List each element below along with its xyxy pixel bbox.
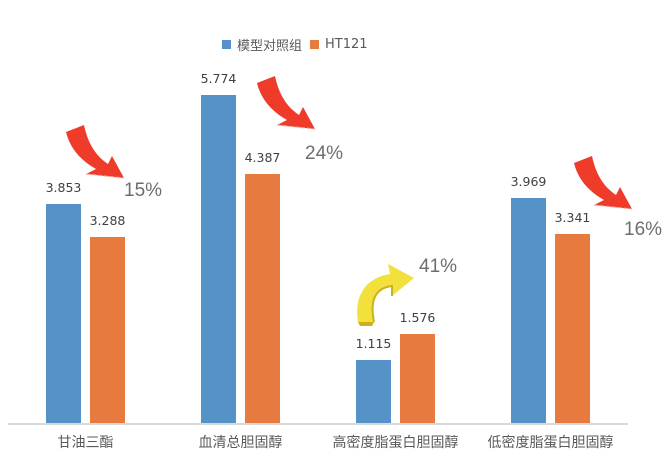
bar-control — [201, 94, 236, 424]
percent-change-label: 41% — [419, 256, 458, 277]
percent-change-label: 16% — [624, 219, 663, 240]
bar-value-label: 4.387 — [244, 149, 281, 165]
bar-control — [511, 197, 546, 424]
x-axis-category-label: 血清总胆固醇 — [198, 435, 283, 451]
legend-swatch-ht121 — [310, 40, 320, 49]
decrease-arrow-icon — [66, 125, 125, 179]
bar-value-label: 3.969 — [510, 173, 547, 189]
bar-value-label: 5.774 — [200, 70, 237, 86]
bar-ht121 — [90, 236, 125, 424]
bar-value-label: 3.288 — [89, 212, 126, 228]
legend-item-control: 模型对照组 — [222, 35, 302, 54]
bar-value-label: 1.115 — [355, 336, 392, 352]
legend-item-ht121: HT121 — [310, 37, 368, 52]
x-axis-category-label: 低密度脂蛋白胆固醇 — [487, 435, 614, 451]
bar-ht121 — [400, 334, 435, 424]
legend-swatch-control — [222, 40, 231, 49]
percent-change-label: 24% — [305, 143, 344, 164]
x-axis-line — [8, 423, 628, 425]
x-axis-category-label: 甘油三酯 — [57, 435, 114, 451]
increase-arrow-icon — [357, 264, 414, 326]
x-axis-category-label: 高密度脂蛋白胆固醇 — [332, 435, 459, 451]
bar-control — [356, 360, 391, 424]
percent-change-label: 15% — [124, 180, 163, 201]
chart-legend: 模型对照组 HT121 — [222, 35, 376, 54]
bar-ht121 — [245, 173, 280, 424]
decrease-arrow-icon — [257, 76, 316, 130]
legend-label-control: 模型对照组 — [237, 39, 303, 54]
bar-value-label: 1.576 — [399, 310, 436, 326]
bar-value-label: 3.341 — [554, 209, 591, 225]
legend-label-ht121: HT121 — [325, 37, 368, 52]
bar-control — [46, 204, 81, 424]
bar-ht121 — [555, 233, 590, 424]
decrease-arrow-icon — [574, 156, 633, 210]
bar-value-label: 3.853 — [45, 180, 82, 196]
